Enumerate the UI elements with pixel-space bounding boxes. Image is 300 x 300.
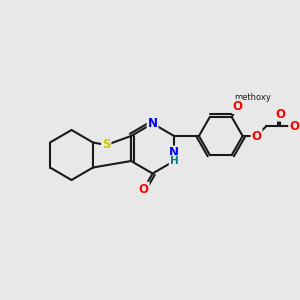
- Text: N: N: [148, 117, 158, 130]
- Text: H: H: [170, 156, 178, 166]
- Text: O: O: [289, 120, 299, 133]
- Text: O: O: [275, 108, 285, 121]
- Text: S: S: [102, 139, 110, 152]
- Text: O: O: [233, 100, 243, 113]
- Text: H: H: [170, 156, 178, 166]
- Text: O: O: [251, 130, 262, 142]
- Text: N: N: [169, 146, 179, 160]
- Text: O: O: [139, 183, 149, 196]
- Text: methoxy: methoxy: [235, 93, 272, 102]
